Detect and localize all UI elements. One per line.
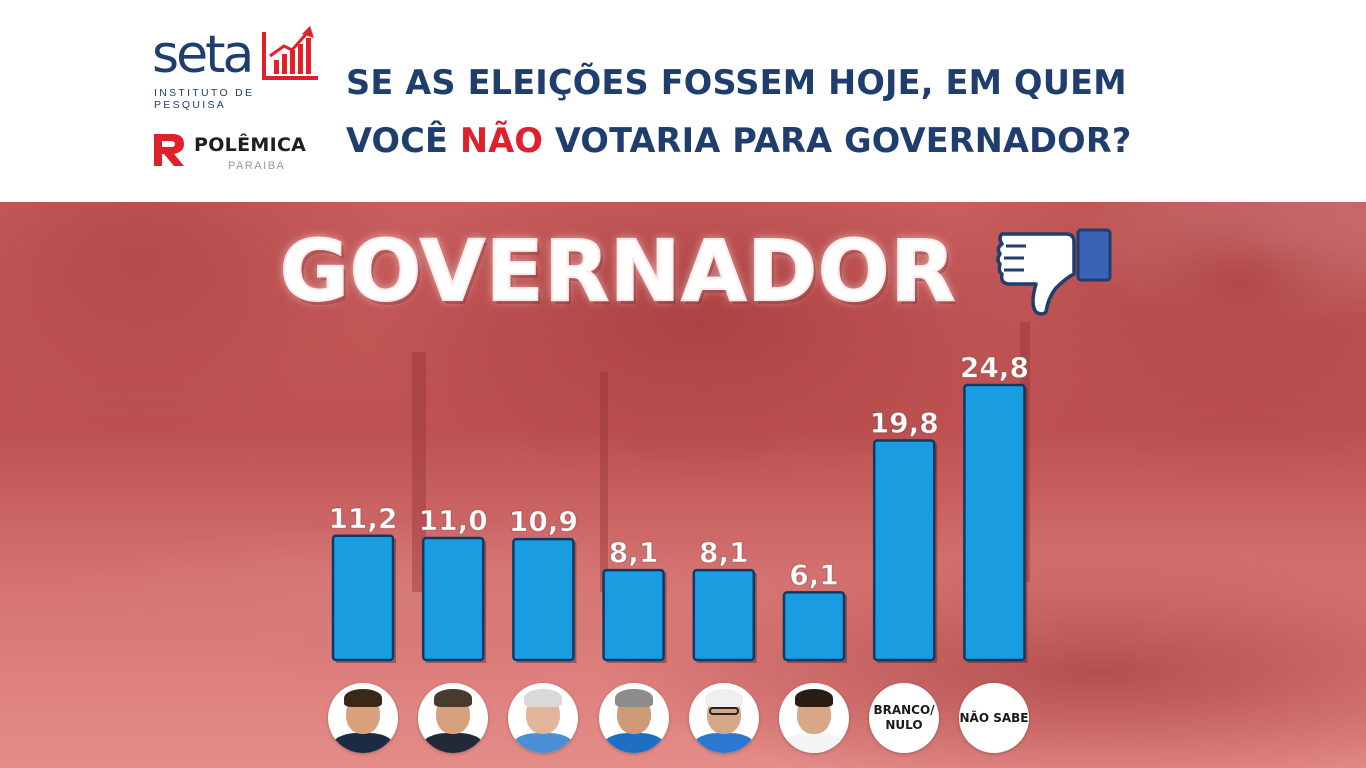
polemica-mark-icon (154, 134, 184, 166)
background-photo: GOVERNADOR (0, 202, 1366, 768)
bar-value-label-7: 24,8 (960, 351, 1029, 384)
candidate-avatar-2 (508, 683, 578, 753)
question-line-1: SE AS ELEIÇÕES FOSSEM HOJE, EM QUEM (346, 63, 1127, 102)
bar-3 (602, 568, 665, 662)
seta-logo-text: seta (152, 25, 254, 85)
candidate-avatar-5 (779, 683, 849, 753)
category-label-7: NÃO SABE (959, 683, 1029, 753)
candidate-avatar-1 (418, 683, 488, 753)
question-line-2-end: VOTARIA PARA GOVERNADOR? (543, 121, 1132, 160)
bar-value-label-6: 19,8 (870, 406, 939, 439)
bar-1 (421, 536, 485, 662)
seta-subtitle: INSTITUTO DE PESQUISA (154, 87, 255, 111)
bar-4 (692, 568, 756, 662)
seta-logo: seta INSTITUTO DE PESQUISA (152, 24, 322, 111)
bar-2 (512, 537, 575, 662)
question-line-2-start: VOCÊ (346, 121, 460, 160)
bar-0 (331, 534, 395, 662)
question-highlight: NÃO (459, 121, 543, 160)
thumbs-down-icon (996, 228, 1112, 316)
polemica-logo-text: POLÊMICA (194, 134, 307, 156)
bar-value-label-4: 8,1 (699, 536, 749, 569)
bar-value-label-5: 6,1 (789, 558, 839, 591)
background-pole (600, 372, 608, 592)
candidate-avatar-4 (689, 683, 759, 753)
bar-value-label-1: 11,0 (419, 504, 488, 537)
candidate-avatar-0 (328, 683, 398, 753)
category-label-6: BRANCO/ NULO (869, 683, 939, 753)
chart-title: GOVERNADOR (0, 221, 1366, 321)
bar-value-label-0: 11,2 (328, 502, 397, 535)
bar-chart: 11,2 11,0 10,9 8,1 8,1 6,1 19,8 24,8 (328, 351, 1029, 663)
polemica-logo: POLÊMICA PARAIBA (152, 130, 332, 176)
chart-title-text: GOVERNADOR (279, 221, 957, 321)
polemica-subtitle: PARAIBA (228, 160, 286, 172)
background-pole (412, 352, 426, 592)
bar-7 (963, 383, 1026, 662)
header: seta INSTITUTO DE PESQUISA POLÊMICA PARA… (0, 0, 1366, 202)
question-heading: SE AS ELEIÇÕES FOSSEM HOJE, EM QUEM VOCÊ… (346, 54, 1346, 170)
bar-5 (782, 591, 846, 662)
bar-6 (872, 439, 936, 662)
bar-chart-icon (262, 26, 318, 80)
bar-value-label-2: 10,9 (509, 505, 578, 538)
candidate-avatar-3 (599, 683, 669, 753)
bar-value-label-3: 8,1 (609, 536, 659, 569)
